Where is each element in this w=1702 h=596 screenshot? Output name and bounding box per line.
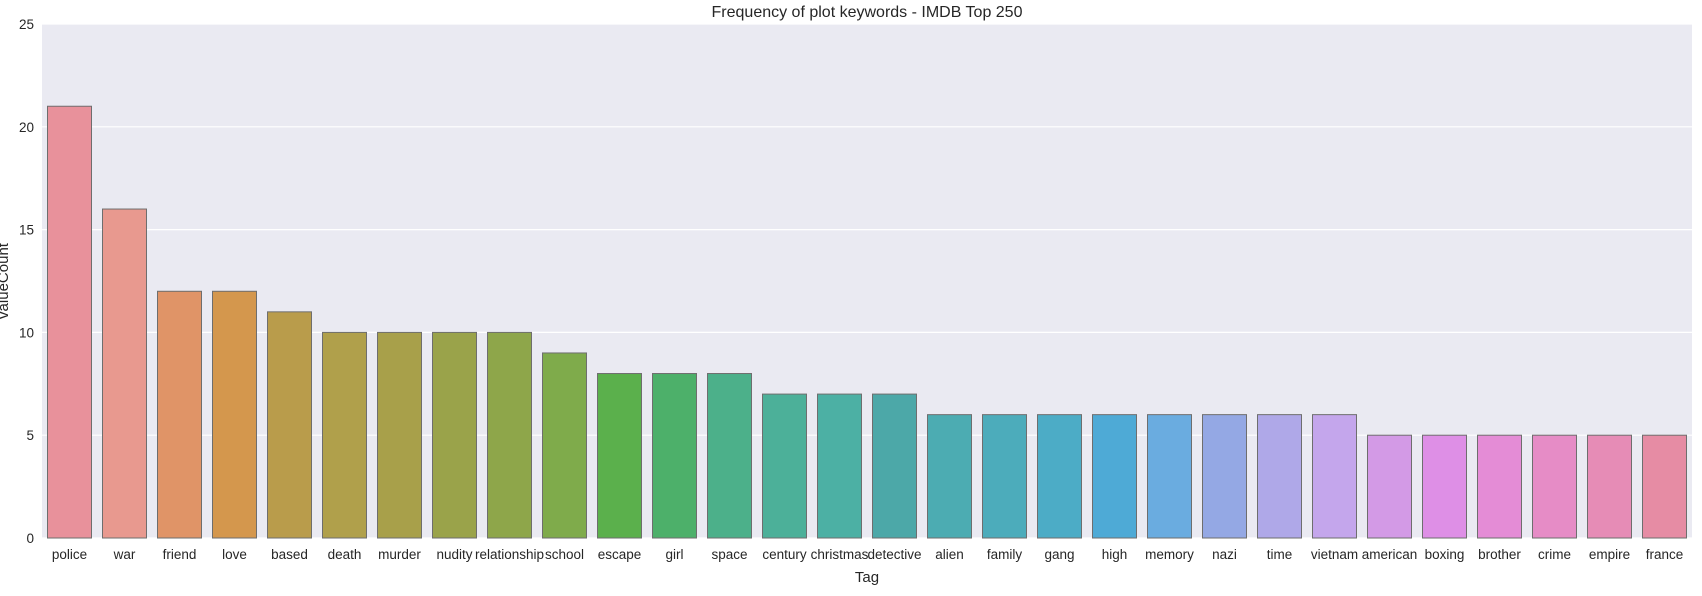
x-tick-label: gang xyxy=(1044,547,1074,562)
plot-area xyxy=(42,24,1692,538)
y-tick-label: 0 xyxy=(26,531,34,546)
bar-school xyxy=(542,352,587,539)
bar-high xyxy=(1092,414,1137,539)
x-tick-label: century xyxy=(762,547,807,562)
x-tick-label: crime xyxy=(1538,547,1571,562)
x-tick-label: detective xyxy=(867,547,921,562)
y-tick-label: 10 xyxy=(19,325,34,340)
bar-alien xyxy=(927,414,972,539)
x-tick-label: american xyxy=(1362,547,1418,562)
x-tick-label: family xyxy=(987,547,1023,562)
bar-police xyxy=(47,105,92,539)
bar-time xyxy=(1257,414,1302,539)
bar-boxing xyxy=(1422,434,1467,539)
x-tick-label: memory xyxy=(1145,547,1194,562)
bar-brother xyxy=(1477,434,1522,539)
x-tick-label: nazi xyxy=(1212,547,1237,562)
bar-memory xyxy=(1147,414,1192,539)
bar-century xyxy=(762,393,807,539)
bar-murder xyxy=(377,331,422,539)
y-tick-label: 25 xyxy=(19,17,34,32)
bar-nudity xyxy=(432,331,477,539)
bar-nazi xyxy=(1202,414,1247,539)
bar-american xyxy=(1367,434,1412,539)
x-tick-label: based xyxy=(271,547,308,562)
bar-relationship xyxy=(487,331,532,539)
x-tick-label: love xyxy=(222,547,247,562)
bar-space xyxy=(707,373,752,539)
bar-france xyxy=(1642,434,1687,539)
bar-based xyxy=(267,311,312,539)
gridlines xyxy=(42,23,1692,539)
chart-title: Frequency of plot keywords - IMDB Top 25… xyxy=(712,4,1023,21)
y-tick-label: 20 xyxy=(19,120,34,135)
x-tick-label: christmas xyxy=(811,547,869,562)
bar-empire xyxy=(1587,434,1632,539)
bar-vietnam xyxy=(1312,414,1357,539)
x-tick-label: high xyxy=(1102,547,1128,562)
x-tick-label: france xyxy=(1646,547,1684,562)
bar-friend xyxy=(157,290,202,539)
bar-crime xyxy=(1532,434,1577,539)
bar-war xyxy=(102,208,147,539)
bar-gang xyxy=(1037,414,1082,539)
y-axis-ticks: 0 5 10 15 20 25 xyxy=(19,17,34,546)
bar-love xyxy=(212,290,257,539)
x-axis-label: Tag xyxy=(855,569,879,586)
bar-escape xyxy=(597,373,642,539)
x-tick-label: time xyxy=(1267,547,1293,562)
bar-girl xyxy=(652,373,697,539)
x-axis-ticks: police war friend love based death murder nudit… xyxy=(52,547,1683,562)
x-tick-label: police xyxy=(52,547,87,562)
x-tick-label: war xyxy=(113,547,136,562)
x-tick-label: murder xyxy=(378,547,421,562)
y-tick-label: 5 xyxy=(26,428,34,443)
x-tick-label: death xyxy=(328,547,362,562)
x-tick-label: relationship xyxy=(475,547,544,562)
x-tick-label: alien xyxy=(935,547,964,562)
x-tick-label: brother xyxy=(1478,547,1521,562)
x-tick-label: girl xyxy=(665,547,683,562)
y-tick-label: 15 xyxy=(19,223,34,238)
bar-death xyxy=(322,331,367,539)
bar-family xyxy=(982,414,1027,539)
bar-detective xyxy=(872,393,917,539)
x-tick-label: vietnam xyxy=(1311,547,1358,562)
bar-christmas xyxy=(817,393,862,539)
x-tick-label: empire xyxy=(1589,547,1630,562)
x-tick-label: nudity xyxy=(436,547,472,562)
x-tick-label: friend xyxy=(163,547,197,562)
x-tick-label: space xyxy=(711,547,747,562)
y-axis-label: valueCount xyxy=(0,242,12,319)
x-tick-label: boxing xyxy=(1425,547,1465,562)
x-tick-label: school xyxy=(545,547,584,562)
bars xyxy=(47,105,1687,539)
x-tick-label: escape xyxy=(598,547,642,562)
